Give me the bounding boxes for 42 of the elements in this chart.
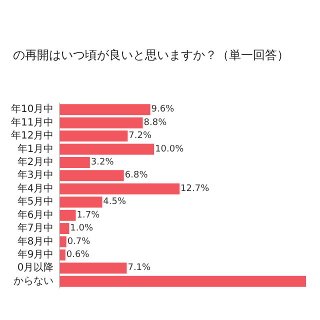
data-label: 1.0% xyxy=(70,224,94,234)
data-label: 3.2% xyxy=(90,157,114,168)
y-tick-label: 0月以降 xyxy=(17,262,54,274)
y-tick-label: 年10月中 xyxy=(10,103,54,116)
y-tick-label: 年7月中 xyxy=(17,222,54,234)
bar xyxy=(60,262,127,274)
y-tick-label: 年9月中 xyxy=(17,248,54,260)
bar xyxy=(60,156,90,168)
bar xyxy=(60,117,143,128)
data-label: 6.8% xyxy=(124,170,148,181)
y-tick-label: 年6月中 xyxy=(17,208,54,221)
data-label: 7.1% xyxy=(128,263,152,274)
data-label: 0.6% xyxy=(66,250,90,260)
y-tick-label: 年5月中 xyxy=(17,196,54,208)
y-tick-label: 年2月中 xyxy=(17,156,54,168)
bar xyxy=(60,223,70,234)
bar xyxy=(60,183,180,194)
data-label: 4.5% xyxy=(103,197,126,208)
bar xyxy=(60,196,102,208)
bar xyxy=(60,249,66,260)
data-label: 10.0% xyxy=(155,144,184,154)
y-tick-label: 年1月中 xyxy=(17,142,54,155)
bar xyxy=(60,276,306,287)
bar xyxy=(60,170,124,182)
bar xyxy=(60,104,150,116)
y-tick-label: からない xyxy=(14,276,54,287)
data-label: 0.7% xyxy=(67,236,91,247)
data-label: 8.8% xyxy=(144,118,168,128)
y-tick-label: 年3月中 xyxy=(17,169,54,182)
bar xyxy=(60,130,128,142)
data-label: 12.7% xyxy=(180,184,210,194)
data-label: 9.6% xyxy=(151,104,175,115)
y-tick-label: 年12月中 xyxy=(10,130,54,142)
data-label: 1.7% xyxy=(76,210,100,220)
bar xyxy=(60,144,154,155)
y-tick-label: 年11月中 xyxy=(10,116,54,128)
y-tick-label: 年4月中 xyxy=(17,182,54,194)
bar xyxy=(60,210,76,221)
y-tick-label: 年8月中 xyxy=(17,235,54,248)
chart-title: の再開はいつ頃が良いと思いますか？（単一回答） xyxy=(13,48,289,62)
data-label: 7.2% xyxy=(128,131,152,142)
bar xyxy=(60,236,66,248)
